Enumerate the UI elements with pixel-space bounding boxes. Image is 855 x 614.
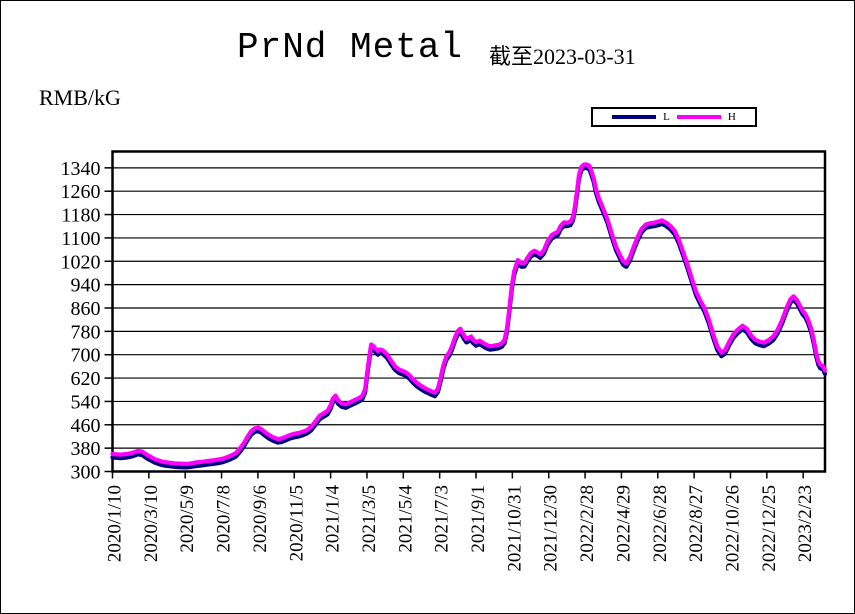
y-tick-label: 1180 [61,205,100,227]
y-tick-label: 1020 [61,251,101,273]
y-tick-label: 460 [71,415,101,437]
x-tick-label: 2021/5/4 [395,485,416,553]
x-tick-label: 2020/5/9 [177,485,198,553]
x-tick-label: 2021/10/31 [504,485,525,572]
x-tick-label: 2022/4/29 [613,485,634,562]
y-tick-label: 540 [71,391,101,413]
y-tick-label: 1340 [61,158,101,180]
x-tick-label: 2022/8/27 [686,485,707,562]
x-tick-label: 2023/2/23 [795,485,816,562]
legend-line-l-icon [612,115,657,119]
y-tick-label: 940 [71,275,101,297]
x-tick-label: 2022/6/28 [650,485,671,562]
x-tick-label: 2020/11/5 [286,485,307,561]
y-axis-unit-label: RMB/kG [39,85,121,110]
series-l-line [110,165,828,470]
y-tick-label: 380 [71,438,101,460]
y-tick-label: 620 [71,368,101,390]
y-tick-label: 780 [71,321,101,343]
y-tick-label: 300 [71,462,101,484]
y-tick-label: 700 [71,345,101,367]
x-tick-label: 2020/9/6 [250,485,271,553]
y-tick-label: 1260 [61,181,101,203]
x-tick-label: 2021/12/30 [541,485,562,572]
x-tick-label: 2022/10/26 [722,485,743,572]
legend-label-l: L [663,111,670,123]
x-tick-label: 2021/9/1 [468,485,489,553]
y-tick-label: 1100 [61,228,100,250]
chart-subtitle: 截至2023-03-31 [489,44,636,69]
chart-title: PrNd Metal [237,27,464,68]
y-tick-label: 860 [71,298,101,320]
x-tick-label: 2021/7/3 [432,485,453,553]
legend-label-h: H [727,111,736,123]
x-tick-label: 2020/1/10 [105,485,126,562]
x-tick-label: 2020/3/10 [141,485,162,562]
legend-line-h-icon [676,115,721,119]
x-tick-label: 2022/12/25 [759,485,780,572]
x-tick-label: 2021/1/4 [323,485,344,553]
plot-border [111,150,827,473]
x-tick-label: 2020/7/8 [214,485,235,553]
series-h-line [110,162,828,466]
x-tick-label: 2021/3/5 [359,485,380,553]
legend: L H [591,107,757,127]
x-tick-label: 2022/2/28 [577,485,598,562]
